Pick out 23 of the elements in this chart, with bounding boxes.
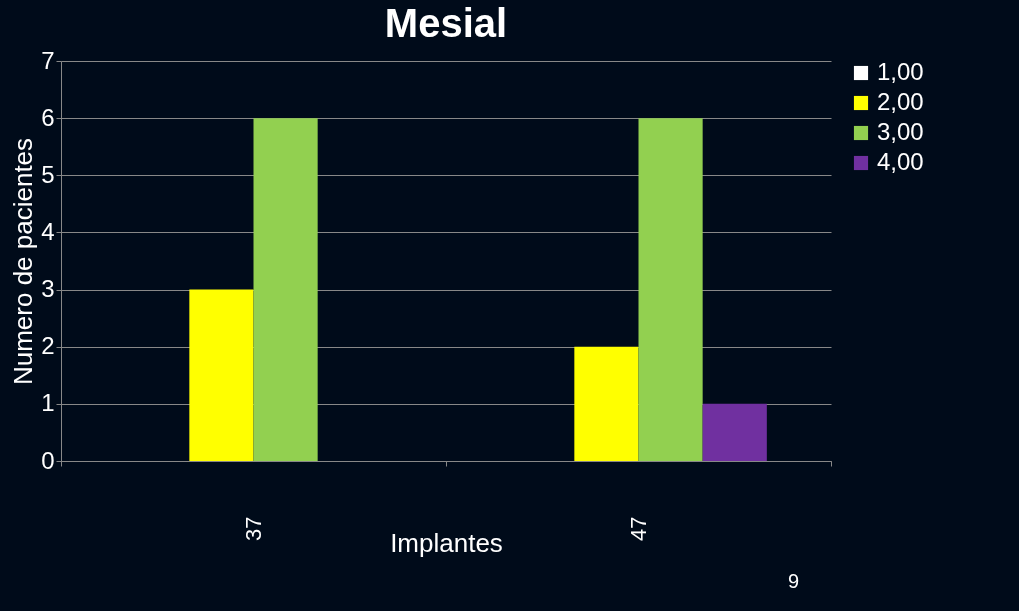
bar <box>702 403 767 461</box>
legend-label: 2,00 <box>877 88 924 115</box>
y-tick-label: 4 <box>41 217 55 245</box>
bar <box>574 346 639 461</box>
y-tick-label: 1 <box>41 389 55 417</box>
bar <box>253 118 318 461</box>
bar <box>638 118 703 461</box>
y-tick-label: 5 <box>41 160 55 188</box>
y-tick-label: 7 <box>41 46 55 74</box>
y-axis-title: Numero de pacientes <box>8 137 39 386</box>
y-tick-label: 3 <box>41 275 55 303</box>
x-tick-label: 37 <box>241 516 266 541</box>
y-tick-label: 6 <box>41 103 55 131</box>
x-axis-title: Implantes <box>390 527 503 558</box>
text: 9 <box>788 570 800 593</box>
y-tick-label: 0 <box>41 446 55 474</box>
x-tick-label: 47 <box>626 516 651 541</box>
chart-title: Mesial <box>384 1 508 45</box>
legend-label: 4,00 <box>877 148 924 175</box>
legend-label: 3,00 <box>877 118 924 145</box>
y-tick-label: 2 <box>41 332 55 360</box>
legend-label: 1,00 <box>877 58 924 85</box>
bar <box>189 289 254 461</box>
